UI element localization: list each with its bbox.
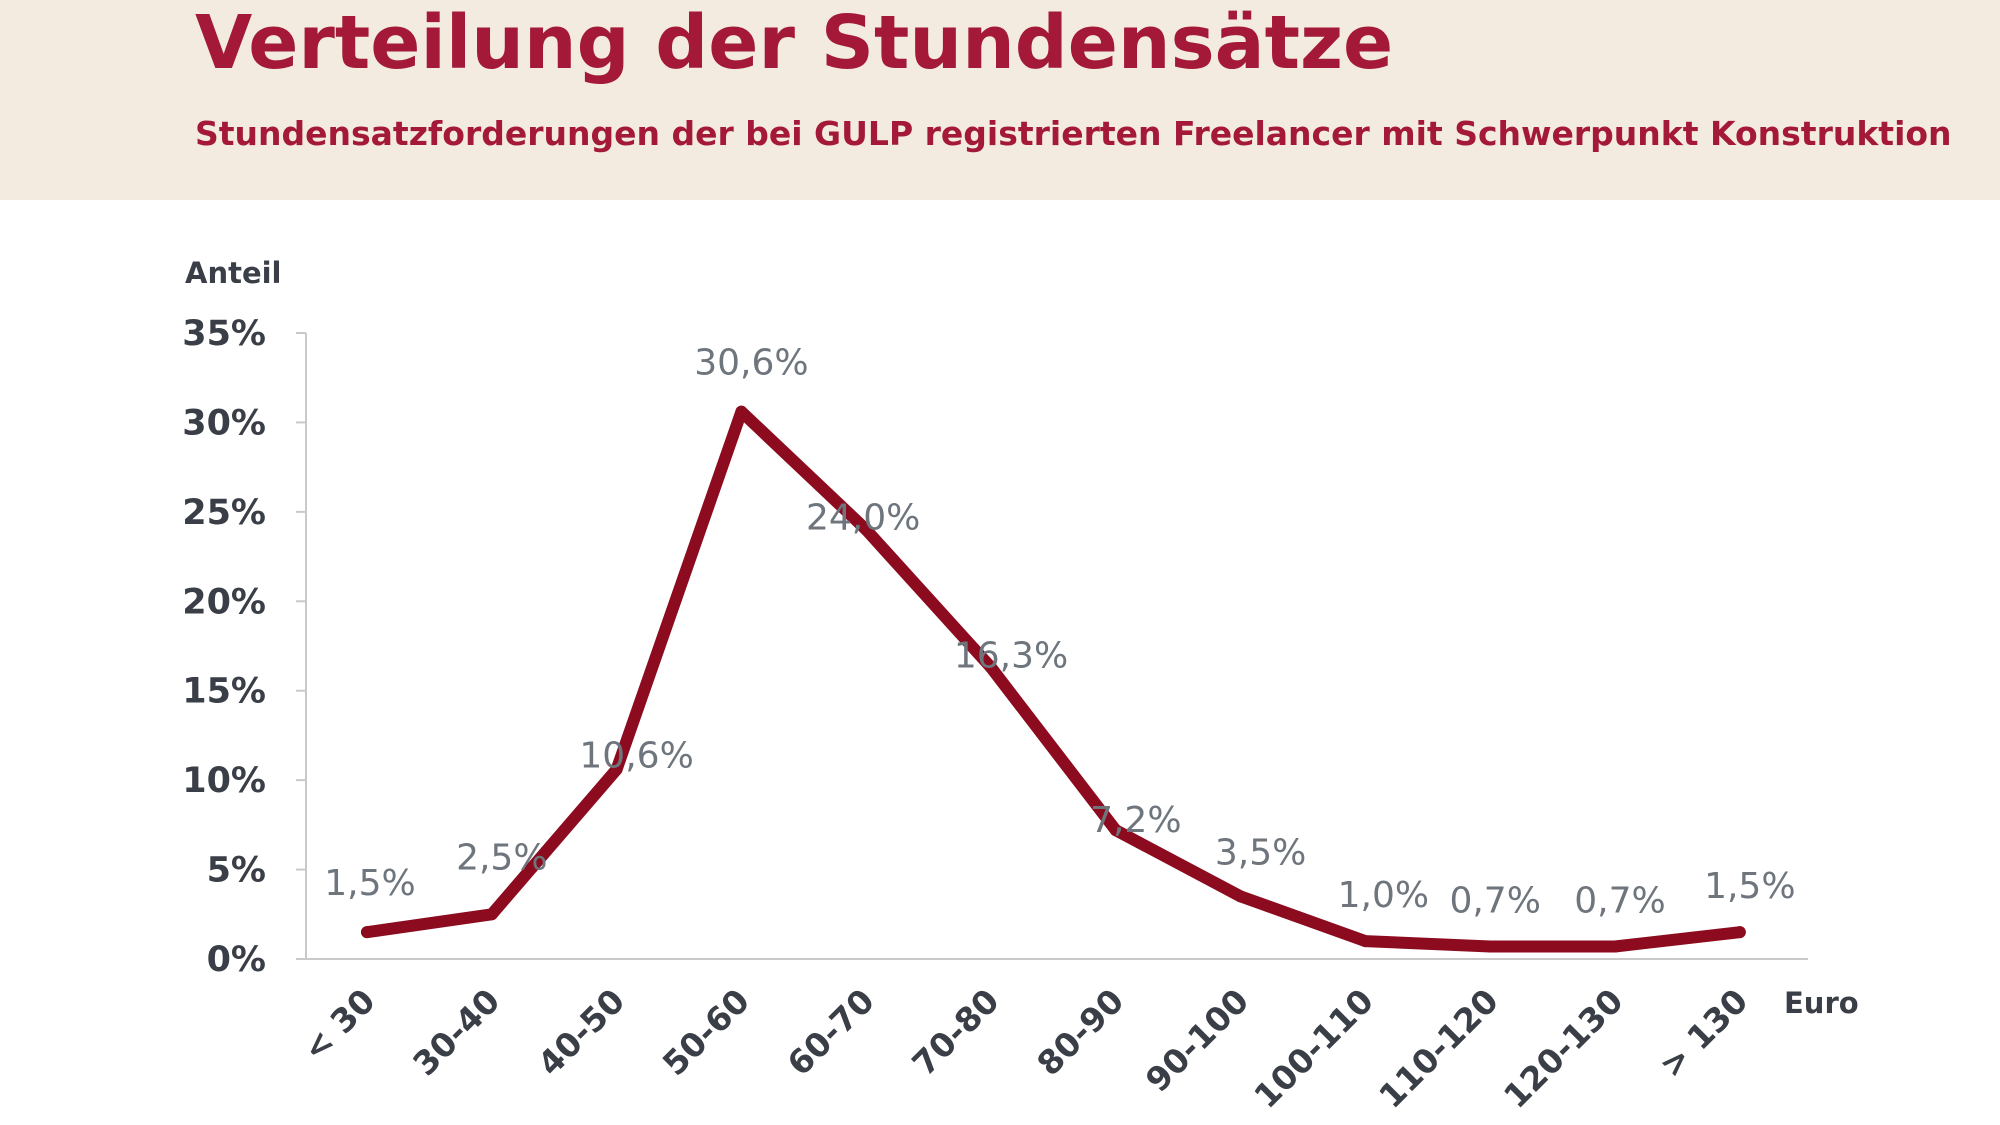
page-title: Verteilung der Stundensätze (195, 0, 1394, 86)
x-tick-label: 100-110 (1246, 981, 1381, 1116)
data-label: 2,5% (456, 837, 547, 878)
x-axis-title: Euro (1784, 986, 1859, 1020)
data-label: 1,5% (1704, 866, 1795, 907)
data-point (1484, 940, 1497, 953)
data-label: 0,7% (1449, 880, 1540, 921)
data-labels: 1,5% 2,5% 10,6% 30,6% 24,0% 16,3% 7,2% 3,5% 1,0%… (324, 343, 1795, 922)
data-point (1733, 926, 1746, 939)
y-tick-label: 0% (207, 940, 266, 980)
data-point (361, 926, 373, 939)
x-tick-label: > 130 (1651, 981, 1755, 1085)
data-label: 30,6% (694, 343, 808, 384)
data-point (1609, 940, 1621, 953)
y-tick-label: 10% (182, 761, 266, 801)
header-banner: Verteilung der Stundensätze Stundensatzf… (0, 0, 2000, 200)
chart-axes (305, 333, 1808, 960)
x-tick-label: 50-60 (655, 981, 757, 1083)
data-label: 1,0% (1338, 875, 1429, 916)
x-tick-label: 80-90 (1029, 981, 1131, 1083)
x-tick-label: 90-100 (1138, 981, 1256, 1099)
data-point (860, 523, 873, 536)
y-tick-label: 25% (182, 493, 266, 533)
x-tick-label: 30-40 (405, 981, 507, 1083)
data-point (1109, 824, 1122, 837)
series-line (361, 405, 1746, 953)
data-point (1234, 890, 1247, 903)
data-label: 3,5% (1215, 832, 1306, 873)
x-tick-label: 70-80 (904, 981, 1006, 1083)
x-tick-label: 40-50 (530, 981, 632, 1083)
data-point (610, 763, 623, 776)
y-tick-label: 35% (182, 314, 266, 354)
data-label: 16,3% (954, 635, 1068, 676)
x-tick-label: 110-120 (1371, 981, 1506, 1116)
data-point (1359, 935, 1372, 948)
x-tick-label: 120-130 (1496, 981, 1631, 1116)
data-point (735, 405, 748, 418)
y-tick-label: 15% (182, 672, 266, 712)
data-point (985, 661, 997, 674)
data-label: 10,6% (579, 735, 693, 776)
data-point (485, 908, 498, 921)
page-subtitle: Stundensatzforderungen der bei GULP regi… (195, 114, 1952, 153)
x-tick-label: < 30 (295, 981, 383, 1069)
data-label: 24,0% (806, 498, 920, 539)
y-axis-ticks: 0% 5% 10% 15% 20% 25% 30% 35% (182, 314, 306, 980)
y-axis-title: Anteil (185, 256, 282, 290)
chart-series (361, 405, 1746, 953)
data-label: 0,7% (1574, 880, 1665, 921)
y-tick-label: 5% (207, 851, 266, 891)
data-label: 1,5% (324, 863, 415, 904)
y-tick-label: 20% (182, 582, 266, 622)
data-label: 7,2% (1090, 800, 1181, 841)
x-tick-label: 60-70 (780, 981, 882, 1083)
x-axis-ticks: < 30 30-40 40-50 50-60 60-70 70-80 80-90 90-100… (295, 981, 1756, 1116)
y-tick-label: 30% (182, 403, 266, 443)
